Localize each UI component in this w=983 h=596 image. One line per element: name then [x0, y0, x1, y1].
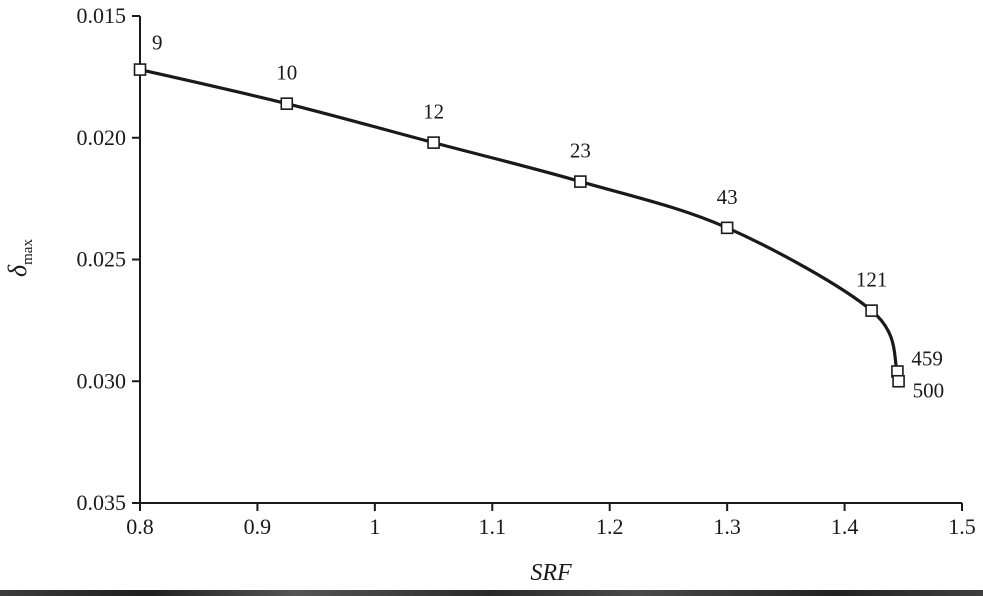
chart-generated-layer: 0.8 0.9 1 1.1 1.2 1.3 1.4 1.5 0.015 0.020 0.025 0.0…	[77, 3, 976, 539]
data-point-marker	[574, 175, 587, 188]
y-axis-title: δmax	[3, 239, 36, 277]
data-point-label: 500	[913, 378, 945, 402]
data-point-label: 459	[911, 347, 943, 371]
y-axis-tick-label: 0.020	[77, 125, 127, 150]
data-point-label: 12	[423, 100, 444, 124]
data-point-label: 9	[152, 31, 163, 55]
x-axis-tick-label: 1.4	[831, 514, 859, 539]
x-axis-tick-label: 0.9	[244, 514, 272, 539]
data-point-label: 10	[276, 61, 297, 85]
y-axis-tick-label: 0.035	[77, 490, 127, 515]
data-point-marker	[427, 136, 440, 149]
data-point-label: 121	[856, 268, 888, 292]
data-series-line	[138, 67, 902, 383]
data-point-marker	[720, 221, 734, 235]
y-axis-title-subscript: max	[20, 239, 36, 265]
image-bottom-edge-artifact	[0, 590, 983, 596]
y-axis-title-symbol: δ	[3, 264, 32, 277]
x-axis-tick-label: 1.5	[948, 514, 976, 539]
data-point-marker	[865, 304, 878, 317]
x-axis-tick-label: 1.3	[713, 514, 741, 539]
data-point-marker	[133, 63, 147, 76]
y-axis-tick-label: 0.030	[77, 368, 127, 393]
x-axis-tick-label: 1.1	[479, 514, 507, 539]
y-axis-tick-label: 0.015	[77, 3, 127, 28]
data-point-label: 23	[570, 139, 591, 163]
x-axis-tick-label: 1	[369, 514, 380, 539]
axes	[139, 16, 962, 504]
data-point-marker	[280, 97, 294, 110]
x-axis-tick-label: 1.2	[596, 514, 624, 539]
x-axis-title: SRF	[530, 560, 572, 586]
y-axis-tick-label: 0.025	[77, 247, 127, 272]
x-axis-tick-label: 0.8	[126, 514, 154, 539]
data-point-marker	[892, 374, 905, 388]
data-point-label: 43	[717, 185, 738, 209]
